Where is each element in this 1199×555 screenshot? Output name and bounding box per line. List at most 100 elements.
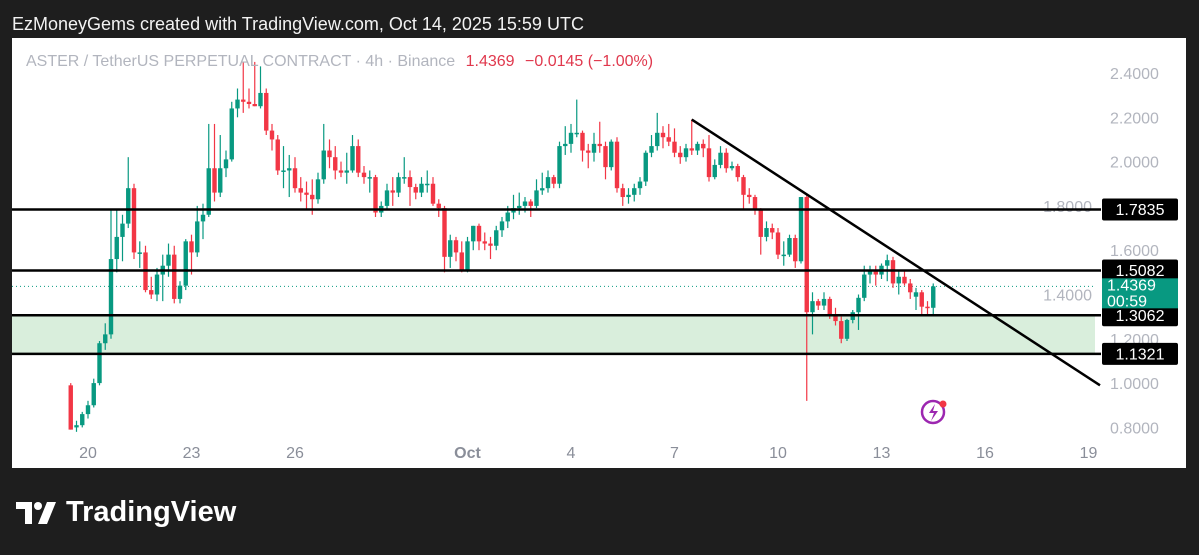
y-tick-label: 2.0000	[1110, 155, 1159, 172]
candle-body	[235, 99, 240, 109]
candle-body	[522, 201, 528, 206]
candle-body	[626, 194, 631, 198]
candle-body	[275, 139, 280, 171]
tradingview-logo-icon	[16, 501, 56, 524]
candle-body	[712, 164, 717, 178]
candle-body	[177, 285, 183, 299]
y-tick-label: 2.4000	[1110, 66, 1159, 83]
candle-body	[126, 188, 131, 224]
candle-body	[775, 232, 781, 255]
candle-body	[609, 141, 614, 168]
candle-body	[505, 212, 510, 222]
candle-body	[298, 188, 303, 193]
candle-body	[517, 205, 522, 209]
candle-body	[885, 260, 890, 266]
candle-body	[643, 152, 648, 182]
y-tick-label: 1.6000	[1110, 243, 1159, 260]
candle-body	[367, 177, 372, 179]
x-tick-label: 19	[1080, 445, 1098, 462]
chart-credit: EzMoneyGems created with TradingView.com…	[12, 14, 584, 34]
candle-body	[252, 104, 257, 107]
candle-body	[442, 208, 447, 257]
candle-body	[833, 314, 838, 322]
candle-body	[540, 188, 545, 191]
lightning-alert-icon[interactable]	[920, 399, 947, 425]
candle-body	[206, 168, 211, 215]
candle-body	[534, 190, 539, 206]
brand-name: TradingView	[66, 496, 237, 528]
candle-body	[166, 254, 171, 266]
candle-body	[448, 240, 453, 257]
candle-body	[114, 236, 119, 260]
price-level-label-bg	[1102, 304, 1178, 327]
candle-body	[361, 172, 367, 178]
candle-body	[212, 168, 217, 193]
candle-body	[632, 188, 637, 195]
chart-panel[interactable]: 2.4000 2.2000 2.0000 1.8000 1.6000 1.4000 1.20…	[12, 38, 1186, 468]
candle-body	[419, 183, 424, 193]
candle-body	[908, 283, 913, 293]
candle-body	[459, 252, 464, 271]
x-tick-label: 20	[79, 445, 97, 462]
candle-body	[471, 225, 476, 242]
candle-body	[183, 241, 188, 286]
candle-body	[931, 286, 936, 308]
candle-body	[258, 92, 263, 107]
candle-body	[287, 168, 292, 171]
y-tick-label: 1.4000	[1043, 288, 1092, 305]
candle-body	[482, 241, 487, 244]
candle-body	[74, 425, 79, 428]
candle-body	[91, 383, 96, 406]
candle-body	[574, 132, 579, 135]
x-tick-label: 7	[670, 445, 679, 462]
candle-body	[781, 254, 786, 257]
candle-body	[758, 210, 763, 237]
x-tick-label: 26	[286, 445, 304, 462]
candle-body	[189, 241, 194, 253]
candle-body	[706, 148, 712, 178]
candle-body	[890, 260, 896, 284]
last-price-label-bg	[1102, 278, 1178, 309]
candle-body	[68, 385, 73, 430]
candle-body	[195, 221, 200, 253]
price-change: −0.0145 (−1.00%)	[525, 53, 654, 70]
candle-body	[925, 306, 930, 309]
candle-body	[862, 274, 867, 298]
candle-body	[816, 301, 821, 306]
candle-body	[591, 143, 597, 153]
candle-body	[200, 214, 206, 222]
symbol-legend: ASTER / TetherUS PERPETUAL CONTRACT · 4h…	[26, 53, 653, 71]
candle-body	[747, 194, 752, 198]
candle-body	[821, 298, 827, 306]
candle-body	[453, 240, 459, 253]
candle-body	[172, 254, 177, 299]
candle-body	[655, 132, 660, 147]
y-tick-label: 1.8000	[1043, 199, 1092, 216]
candle-body	[402, 177, 407, 179]
x-tick-label: 4	[567, 445, 576, 462]
candle-body	[373, 177, 378, 213]
x-tick-label: 10	[769, 445, 787, 462]
y-tick-label: 1.0000	[1110, 376, 1159, 393]
candle-body	[752, 197, 758, 211]
candlestick-chart[interactable]: 2.40002.20002.00001.80001.60001.40001.20…	[12, 38, 1186, 468]
candle-body	[827, 298, 832, 315]
candle-body	[407, 177, 413, 188]
candle-body	[770, 228, 775, 233]
last-price: 1.4369	[465, 53, 515, 70]
candle-body	[568, 132, 574, 144]
candle-body	[269, 130, 275, 140]
y-tick-label: 0.8000	[1110, 420, 1159, 437]
candle-body	[528, 201, 533, 206]
candle-body	[741, 177, 746, 195]
candle-body	[620, 188, 625, 198]
candle-body	[333, 157, 338, 171]
candle-body	[321, 150, 326, 180]
candle-body	[310, 194, 315, 200]
tradingview-logo[interactable]: TradingView	[16, 496, 236, 529]
candle-body	[396, 177, 401, 193]
candle-body	[108, 259, 114, 335]
candle-body	[304, 192, 309, 195]
candle-body	[413, 187, 418, 193]
candle-body	[344, 170, 349, 173]
